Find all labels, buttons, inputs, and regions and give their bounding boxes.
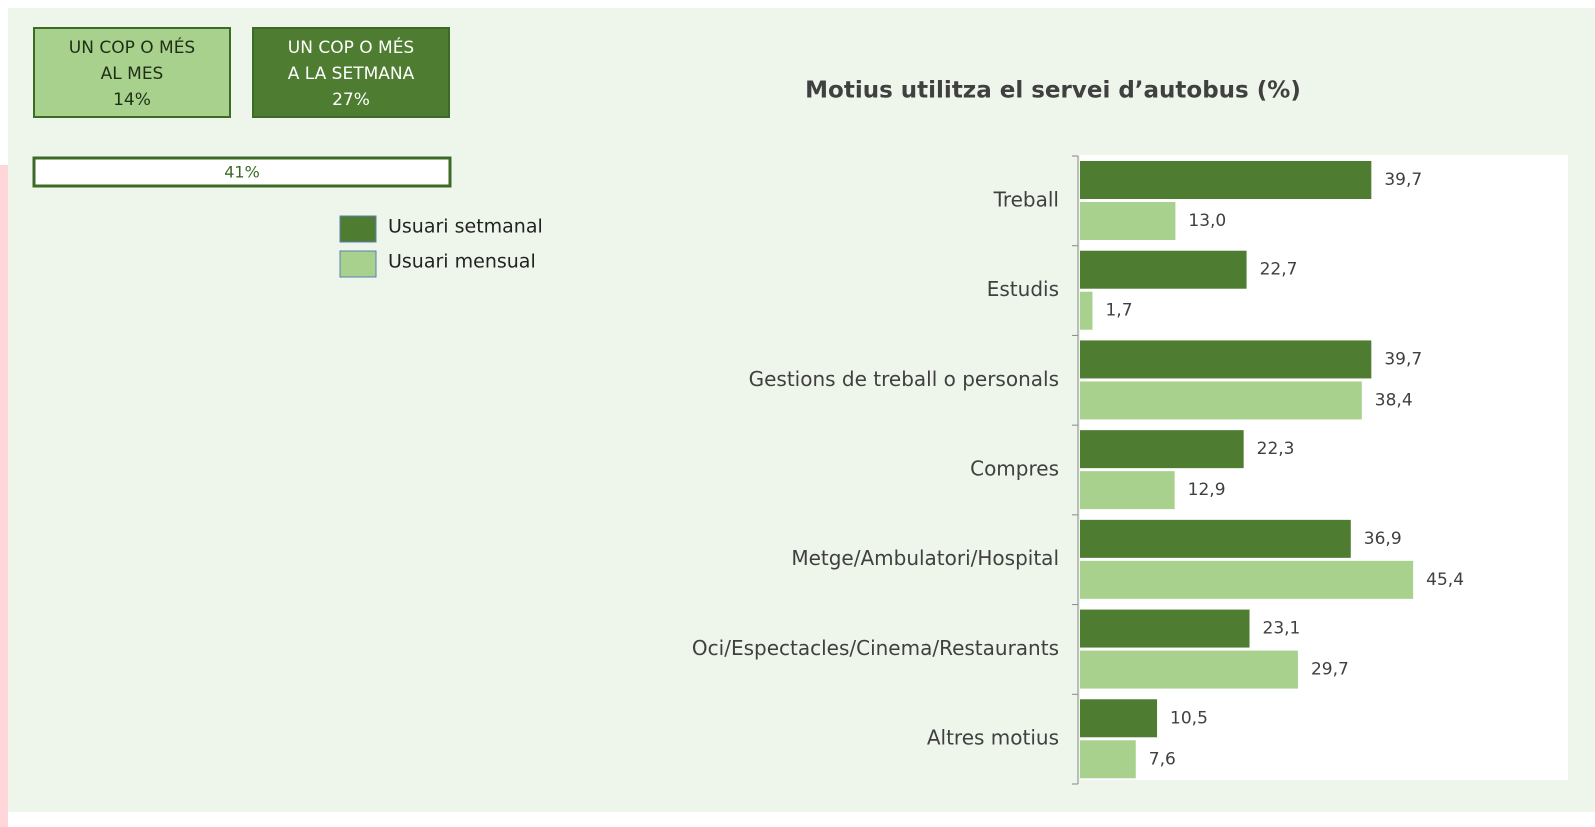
- value-label: 22,3: [1257, 439, 1295, 459]
- value-label: 13,0: [1188, 211, 1226, 231]
- value-label: 23,1: [1263, 619, 1301, 639]
- value-label: 29,7: [1311, 660, 1349, 680]
- bar: [1080, 340, 1372, 379]
- category-label: Oci/Espectacles/Cinema/Restaurants: [692, 636, 1059, 660]
- legend-label: Usuari setmanal: [388, 216, 543, 238]
- bar: [1080, 430, 1244, 469]
- summary-box-text: UN COP O MÉS: [69, 36, 195, 58]
- summary-box-text: A LA SETMANA: [288, 64, 415, 84]
- bar: [1080, 519, 1351, 558]
- category-label: Treball: [993, 187, 1059, 211]
- value-label: 38,4: [1375, 390, 1413, 410]
- bar: [1080, 650, 1298, 689]
- side-strip: [0, 165, 8, 827]
- category-label: Compres: [970, 457, 1059, 481]
- bar: [1080, 560, 1414, 599]
- chart-title: Motius utilitza el servei d’autobus (%): [805, 78, 1301, 104]
- total-bar: [32, 156, 452, 188]
- value-label: 1,7: [1105, 301, 1132, 321]
- bar: [1080, 609, 1250, 648]
- bar: [1080, 381, 1362, 420]
- summary-box-text: 27%: [332, 90, 370, 110]
- value-label: 10,5: [1170, 708, 1208, 728]
- bar: [1080, 250, 1247, 289]
- summary-box-text: UN COP O MÉS: [288, 36, 414, 58]
- category-label: Estudis: [987, 277, 1059, 301]
- summary-box-text: 14%: [113, 90, 151, 110]
- bar: [1080, 740, 1136, 779]
- value-label: 39,7: [1384, 170, 1422, 190]
- value-label: 22,7: [1260, 260, 1298, 280]
- value-label: 45,4: [1426, 570, 1464, 590]
- category-label: Gestions de treball o personals: [749, 367, 1059, 391]
- legend-swatch: [339, 250, 377, 278]
- bar: [1080, 699, 1158, 738]
- value-label: 7,6: [1149, 749, 1176, 769]
- bar: [1080, 202, 1176, 240]
- value-label: 36,9: [1364, 529, 1402, 549]
- summary-box-text: AL MES: [101, 64, 164, 84]
- value-label: 12,9: [1188, 480, 1226, 500]
- summary-box: [33, 27, 231, 118]
- bar: [1080, 471, 1175, 510]
- bar: [1080, 291, 1093, 330]
- legend-label: Usuari mensual: [388, 251, 536, 273]
- legend-swatch: [339, 215, 377, 243]
- total-label: 41%: [224, 163, 260, 182]
- category-label: Altres motius: [927, 726, 1059, 750]
- category-label: Metge/Ambulatori/Hospital: [791, 546, 1059, 570]
- summary-box: [252, 27, 450, 118]
- bar: [1080, 161, 1372, 199]
- value-label: 39,7: [1384, 349, 1422, 369]
